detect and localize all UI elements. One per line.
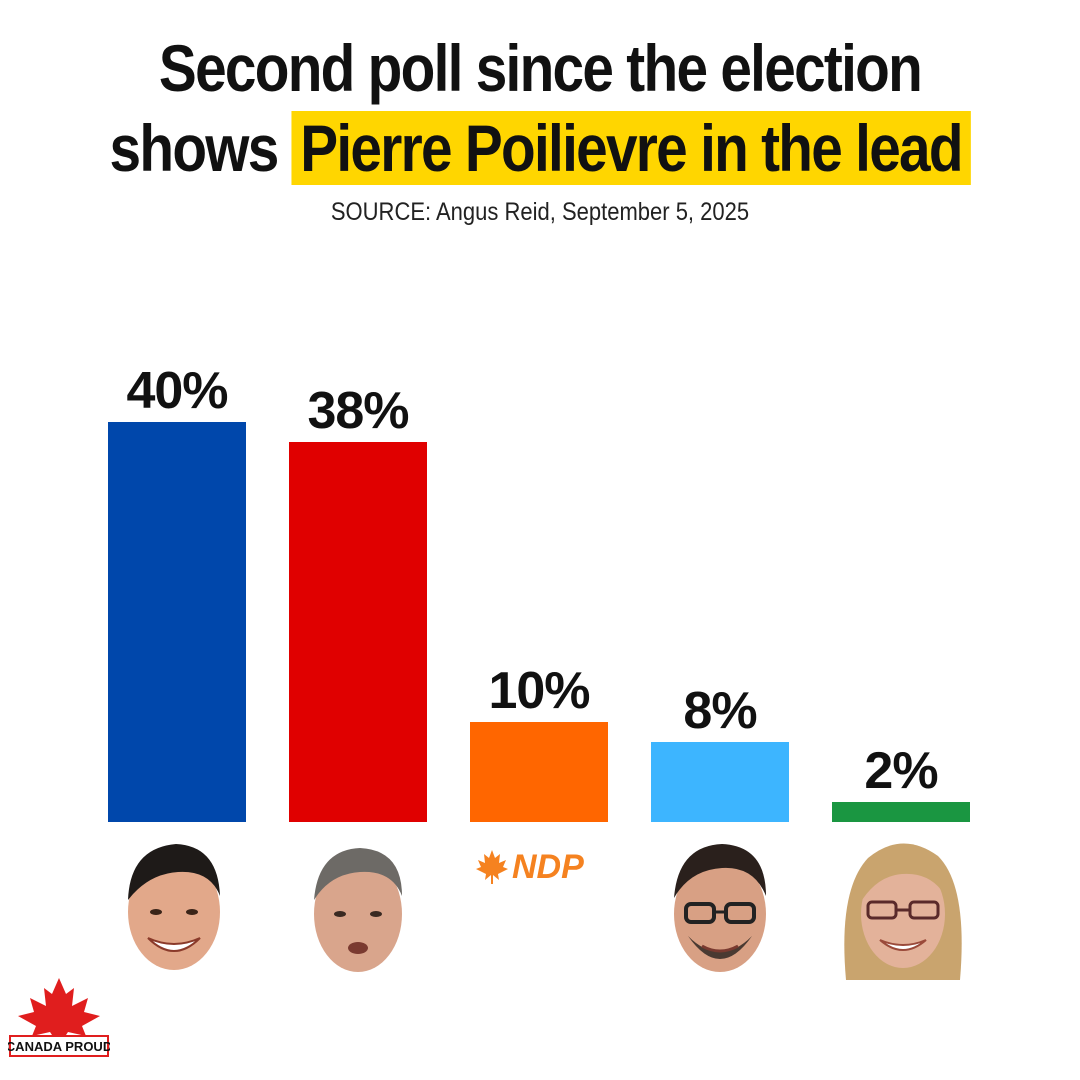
bar-0 (108, 422, 246, 822)
chart-title-line-2: shows Pierre Poilievre in the lead (76, 110, 1005, 186)
title-highlight: Pierre Poilievre in the lead (291, 111, 971, 185)
brand-text: CANADA PROUD (8, 1039, 110, 1054)
carney-portrait-icon (314, 848, 402, 972)
chart-title-line-1: Second poll since the election (76, 30, 1005, 106)
maple-leaf-icon (18, 978, 100, 1038)
bar-3 (651, 742, 789, 822)
poilievre-portrait-icon (128, 844, 220, 970)
canada-proud-logo: CANADA PROUD (8, 978, 110, 1057)
bar-2 (470, 722, 608, 822)
may-portrait-icon (844, 843, 962, 980)
title-line-1-text: Second poll since the election (158, 31, 923, 105)
bar-4 (832, 802, 970, 822)
ndp-logo-text: NDP (512, 848, 584, 886)
bar-1 (289, 442, 427, 822)
ndp-logo-icon: NDP (476, 848, 584, 886)
blanchet-portrait-icon (674, 844, 766, 972)
bar-value-label-3: 8% (683, 682, 756, 740)
bar-value-label-2: 10% (488, 662, 589, 720)
bar-value-label-1: 38% (307, 382, 408, 440)
title-line-2-text: shows (109, 111, 292, 185)
ndp-maple-leaf-icon (476, 850, 508, 884)
bar-value-label-4: 2% (864, 742, 937, 800)
bar-value-label-0: 40% (126, 362, 227, 420)
source-note: SOURCE: Angus Reid, September 5, 2025 (330, 198, 750, 226)
